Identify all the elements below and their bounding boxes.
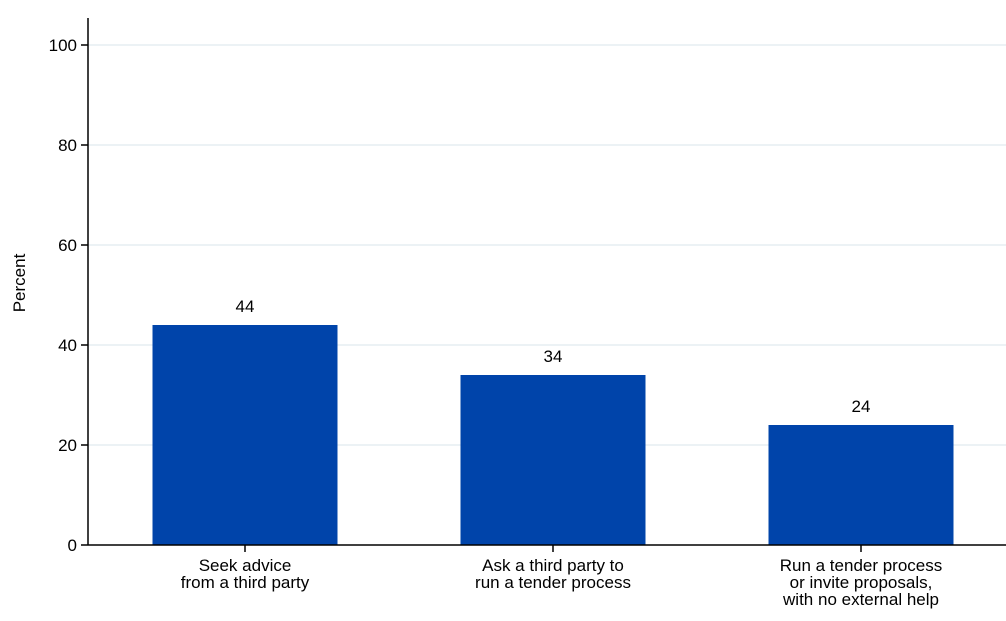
y-axis-title: Percent bbox=[10, 253, 29, 312]
y-tick-label: 20 bbox=[58, 436, 77, 455]
bar bbox=[460, 375, 646, 545]
y-tick-label: 80 bbox=[58, 136, 77, 155]
y-tick-label: 0 bbox=[68, 536, 77, 555]
bars bbox=[152, 325, 954, 545]
x-category-label: Ask a third party to run a tender process bbox=[475, 556, 631, 592]
axes bbox=[81, 18, 1006, 552]
labels: Percent 0 20 40 60 80 100 44 Seek advice from a … bbox=[10, 36, 942, 609]
bar-value-label: 34 bbox=[544, 347, 563, 366]
x-category-label: Run a tender process or invite proposals,… bbox=[780, 556, 943, 609]
bar bbox=[152, 325, 338, 545]
y-tick-label: 60 bbox=[58, 236, 77, 255]
x-category-label: Seek advice from a third party bbox=[181, 556, 310, 592]
bar-value-label: 44 bbox=[236, 297, 255, 316]
y-tick-label: 100 bbox=[49, 36, 77, 55]
bar-value-label: 24 bbox=[852, 397, 871, 416]
bar bbox=[768, 425, 954, 545]
y-tick-label: 40 bbox=[58, 336, 77, 355]
